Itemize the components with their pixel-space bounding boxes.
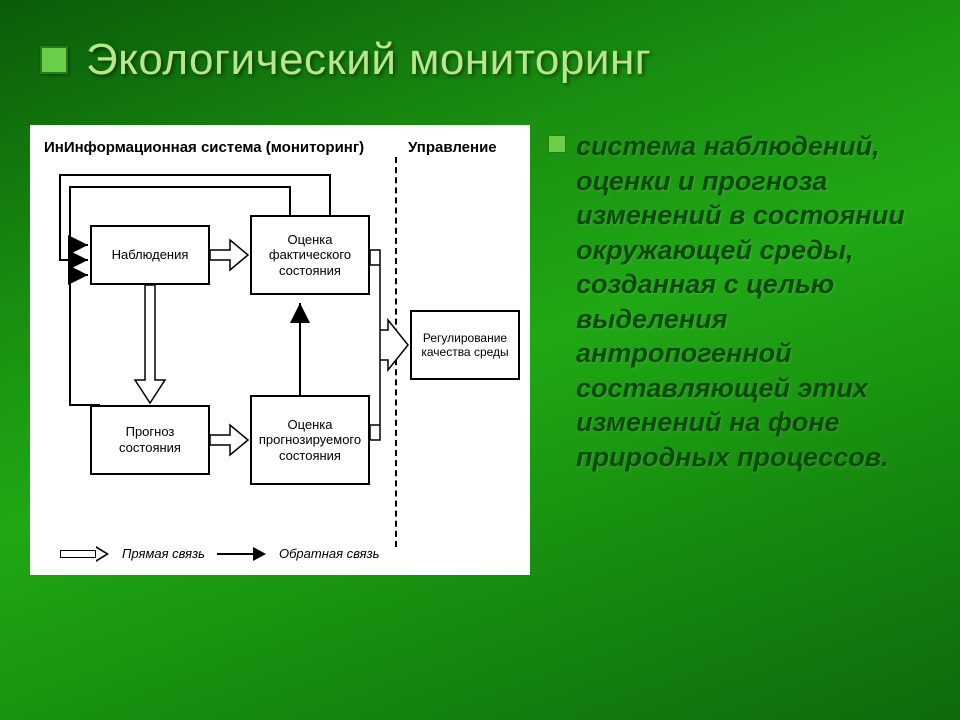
diagram-panel: ИнИнформационная система (мониторинг) Уп… <box>30 125 530 575</box>
legend-feedback-icon <box>217 547 267 561</box>
header-left-text: Информационная система (мониторинг) <box>64 139 364 156</box>
title-bullet-icon <box>40 46 68 74</box>
slide-title: Экологический мониторинг <box>86 35 651 85</box>
legend-feedback-label: Обратная связь <box>279 546 379 561</box>
diagram-header-right: Управление <box>408 139 497 156</box>
node-eval-prognosis: Оценка прогнозируемого состояния <box>250 395 370 485</box>
header-prefix: Ин <box>44 139 64 156</box>
node-regulation: Регулирование качества среды <box>410 310 520 380</box>
node-observation: Наблюдения <box>90 225 210 285</box>
diagram-header-left: ИнИнформационная система (мониторинг) <box>44 139 364 156</box>
description-column: система наблюдений, оценки и прогноза из… <box>548 125 930 575</box>
node-eval-actual: Оценка фактического состояния <box>250 215 370 295</box>
content-row: ИнИнформационная система (мониторинг) Уп… <box>0 85 960 575</box>
slide-background: Экологический мониторинг ИнИнформационна… <box>0 0 960 720</box>
description-text: система наблюдений, оценки и прогноза из… <box>576 129 930 474</box>
desc-bullet-icon <box>548 135 566 153</box>
title-row: Экологический мониторинг <box>0 0 960 85</box>
legend-direct-label: Прямая связь <box>122 546 205 561</box>
diagram-legend: Прямая связь Обратная связь <box>60 546 379 561</box>
node-prognosis: Прогноз состояния <box>90 405 210 475</box>
diagram-divider <box>395 157 397 547</box>
legend-direct-icon <box>60 547 110 561</box>
